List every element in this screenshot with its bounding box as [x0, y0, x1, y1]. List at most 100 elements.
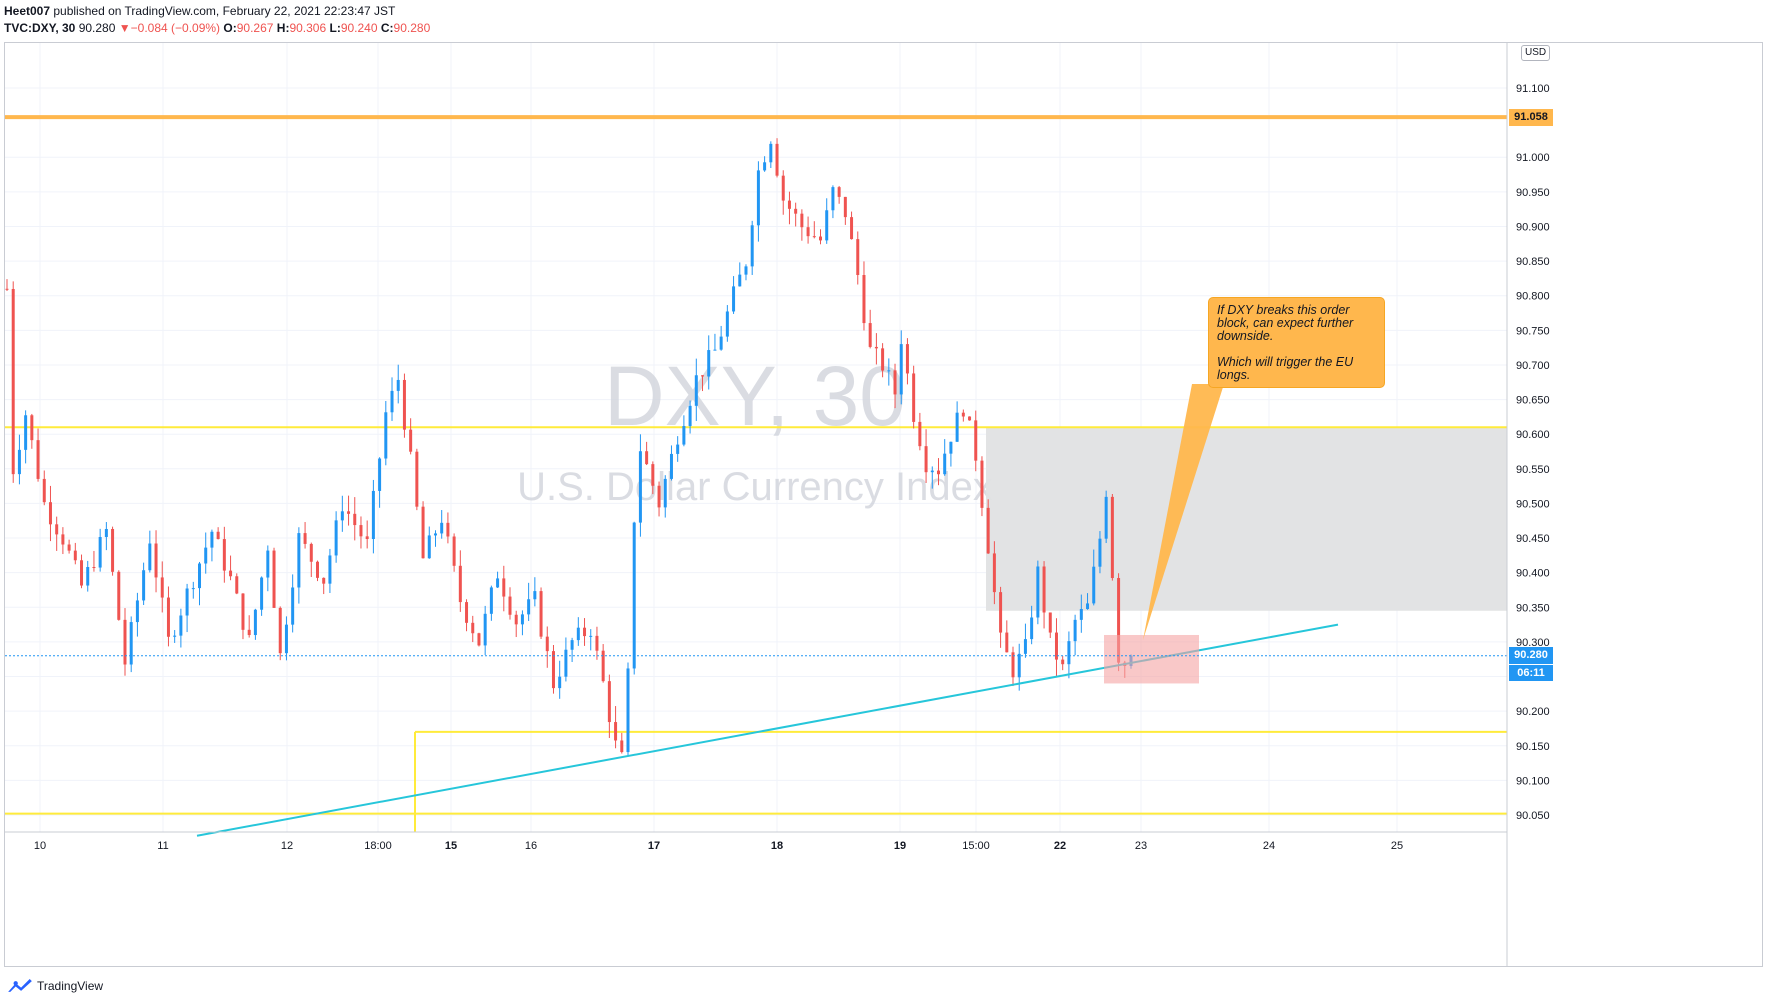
candle-body: [198, 563, 202, 589]
candle-body: [67, 544, 71, 551]
candle-body: [738, 274, 742, 287]
candle-body: [322, 577, 326, 584]
candle-body: [701, 375, 705, 377]
candle-body: [86, 566, 90, 586]
candle-body: [744, 266, 748, 275]
candle-body: [564, 649, 568, 677]
candle-body: [185, 588, 189, 616]
candle-body: [409, 429, 413, 452]
candle-body: [315, 561, 319, 578]
candle-body: [61, 534, 65, 545]
price-tick-label: 90.050: [1516, 810, 1550, 822]
candle-body: [334, 520, 338, 556]
bar-countdown-tag: 06:11: [1509, 665, 1553, 681]
candle-body: [427, 535, 431, 559]
candle-body: [129, 622, 133, 665]
time-tick-label: 18:00: [364, 840, 392, 852]
candle-body: [477, 633, 481, 646]
candle-body: [831, 187, 835, 211]
candle-body: [48, 502, 52, 525]
time-tick-label: 16: [525, 840, 537, 852]
candle-body: [868, 323, 872, 347]
candle-body: [614, 722, 618, 741]
candle-body: [266, 550, 270, 578]
candle-body: [1073, 619, 1077, 642]
candle-body: [589, 635, 593, 637]
candle-body: [595, 635, 599, 651]
candle-body: [166, 597, 170, 637]
candle-body: [949, 441, 953, 454]
callout-line-2: Which will trigger the EU longs.: [1217, 355, 1354, 382]
candle-body: [471, 622, 475, 634]
candle-body: [123, 619, 127, 665]
candle-body: [918, 421, 922, 447]
candle-body: [502, 578, 506, 597]
open-label: O:: [223, 21, 237, 35]
candle-body: [1061, 659, 1065, 665]
candle-body: [862, 275, 866, 324]
candle-body: [396, 379, 400, 391]
high-label: H:: [276, 21, 290, 35]
price-tick-label: 91.100: [1516, 83, 1550, 95]
candle-body: [527, 599, 531, 615]
candle-body: [421, 506, 425, 559]
open-value: 90.267: [236, 21, 274, 35]
time-tick-label: 22: [1054, 840, 1066, 852]
candle-body: [17, 449, 21, 475]
candle-body: [98, 536, 102, 568]
candle-body: [638, 451, 642, 523]
last-price-tag: 90.280: [1509, 647, 1553, 664]
footer-brand[interactable]: TradingView: [8, 979, 103, 993]
candle-body: [850, 217, 854, 240]
candle-body: [763, 162, 767, 171]
price-tick-label: 90.650: [1516, 395, 1550, 407]
candle-body: [583, 627, 587, 637]
candle-body: [986, 507, 990, 554]
candle-body: [216, 531, 220, 540]
supply-zone: [986, 427, 1507, 611]
time-tick-label: 17: [648, 840, 660, 852]
candle-body: [682, 426, 686, 445]
watermark-symbol: DXY, 30: [604, 349, 906, 443]
currency-badge[interactable]: USD: [1521, 45, 1551, 61]
time-tick-label: 10: [34, 840, 46, 852]
watermark-name: U.S. Dollar Currency Index: [517, 465, 993, 509]
price-tick-label: 90.550: [1516, 464, 1550, 476]
symbol-label: TVC:DXY, 30: [4, 21, 76, 35]
low-value: 90.240: [340, 21, 378, 35]
candle-body: [303, 533, 307, 544]
candle-body: [794, 208, 798, 214]
candle-body: [402, 379, 406, 430]
candle-body: [260, 577, 264, 610]
callout-note[interactable]: If DXY breaks this order block, can expe…: [1208, 297, 1385, 388]
horizontal-levels: [5, 115, 1507, 832]
price-tick-label: 90.150: [1516, 741, 1550, 753]
candle-body: [651, 464, 655, 486]
candle-body: [663, 478, 667, 508]
candle-body: [887, 370, 891, 372]
time-tick-label: 12: [281, 840, 293, 852]
candle-body: [247, 629, 251, 636]
change-down-icon: ▼: [118, 21, 131, 35]
symbol-line: TVC:DXY, 30 90.280 ▼−0.084 (−0.09%) O:90…: [4, 21, 430, 36]
candle-body: [297, 533, 301, 588]
price-tick-label: 90.700: [1516, 360, 1550, 372]
candle-body: [30, 415, 34, 441]
publisher-text: published on TradingView.com, February 2…: [50, 4, 396, 18]
candle-body: [117, 571, 121, 620]
candle-body: [551, 651, 555, 689]
candle-body: [1023, 639, 1027, 654]
candle-body: [632, 522, 636, 669]
price-tick-label: 90.350: [1516, 602, 1550, 614]
candle-body: [756, 170, 760, 226]
candle-body: [980, 460, 984, 508]
high-value: 90.306: [289, 21, 327, 35]
candle-body: [328, 555, 332, 584]
candle-body: [620, 740, 624, 753]
candle-body: [340, 511, 344, 521]
candle-body: [1017, 653, 1021, 678]
chart-frame: [4, 42, 1763, 967]
candle-body: [943, 453, 947, 475]
time-axis: 10 11 12 18:00 15 16 17 18 19 15:00 22 23 24 25: [5, 831, 1507, 852]
